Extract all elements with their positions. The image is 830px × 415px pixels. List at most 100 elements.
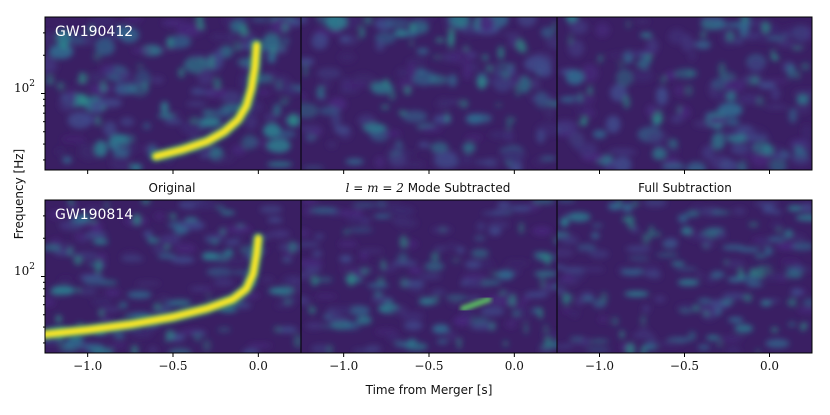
noise-blob [737,275,762,283]
noise-fleck [749,267,758,278]
noise-blob [634,263,660,271]
noise-blob [45,30,55,45]
noise-blob [491,64,501,80]
noise-fleck [497,45,505,60]
noise-blob [512,308,535,314]
noise-blob [799,203,812,213]
noise-fleck [617,200,622,207]
noise-fleck [409,23,416,32]
noise-blob [94,140,108,158]
noise-blob [792,25,811,42]
noise-fleck [626,20,631,29]
noise-blob [259,205,283,214]
noise-blob [544,104,556,119]
noise-fleck [699,30,707,39]
noise-fleck [283,299,293,304]
noise-blob [656,86,668,98]
noise-blob [668,28,686,45]
noise-blob [432,324,450,334]
noise-blob [301,57,315,66]
x-axis-label: Time from Merger [s] [365,383,493,397]
noise-blob [101,316,112,324]
noise-blob [583,107,596,119]
noise-blob [203,87,228,99]
noise-blob [710,270,725,279]
noise-blob [424,261,445,272]
noise-blob [62,156,72,164]
noise-blob [766,36,786,42]
noise-blob [394,29,410,38]
noise-blob [568,131,585,147]
noise-blob [190,54,207,59]
noise-blob [762,274,778,281]
noise-blob [557,119,578,133]
noise-blob [534,90,548,109]
noise-blob [407,338,417,344]
noise-fleck [165,244,170,251]
noise-fleck [78,93,88,106]
noise-blob [621,268,644,276]
noise-blob [746,282,764,287]
noise-fleck [654,111,664,125]
noise-blob [671,261,685,266]
noise-blob [327,141,337,149]
noise-blob [677,279,700,286]
noise-blob [405,58,426,65]
noise-blob [797,306,812,314]
noise-blob [677,214,689,223]
noise-blob [89,17,116,29]
noise-fleck [358,26,365,39]
noise-fleck [233,41,242,52]
noise-blob [670,115,684,124]
noise-blob [321,324,335,329]
noise-fleck [737,268,744,279]
noise-blob [95,253,107,261]
noise-blob [119,117,135,127]
noise-fleck [190,116,199,125]
noise-blob [700,17,724,22]
noise-blob [517,17,537,27]
y-tick-base-1: 10 [14,81,29,95]
noise-blob [247,343,273,348]
noise-blob [409,287,425,294]
y-tick-base-2: 10 [14,264,29,278]
noise-blob [266,138,291,153]
noise-blob [304,266,322,274]
noise-fleck [310,278,319,286]
noise-blob [760,300,772,306]
x-tick-label: −0.5 [670,359,699,373]
noise-blob [688,50,697,61]
noise-fleck [94,259,102,274]
noise-fleck [800,322,807,332]
noise-fleck [326,344,334,353]
noise-fleck [289,117,297,122]
noise-blob [543,282,554,290]
noise-fleck [743,293,753,303]
noise-fleck [167,36,174,49]
noise-blob [220,210,235,215]
noise-blob [163,299,178,308]
noise-blob [770,86,781,101]
noise-blob [532,200,556,205]
noise-blob [302,207,314,216]
noise-blob [211,232,231,238]
noise-blob [730,143,748,155]
noise-blob [316,86,325,99]
noise-blob [362,122,386,134]
noise-blob [480,306,505,317]
noise-fleck [756,265,765,279]
spectrogram-panel-1-1 [45,17,301,170]
noise-blob [263,123,281,138]
noise-fleck [165,329,175,341]
noise-blob [287,278,301,284]
noise-blob [301,103,319,119]
noise-fleck [640,315,646,325]
noise-blob [462,142,476,153]
noise-blob [652,148,667,160]
noise-blob [312,250,323,258]
noise-blob [560,238,579,245]
noise-blob [541,332,557,338]
noise-blob [163,234,181,244]
noise-blob [732,207,746,215]
noise-blob [226,33,236,43]
